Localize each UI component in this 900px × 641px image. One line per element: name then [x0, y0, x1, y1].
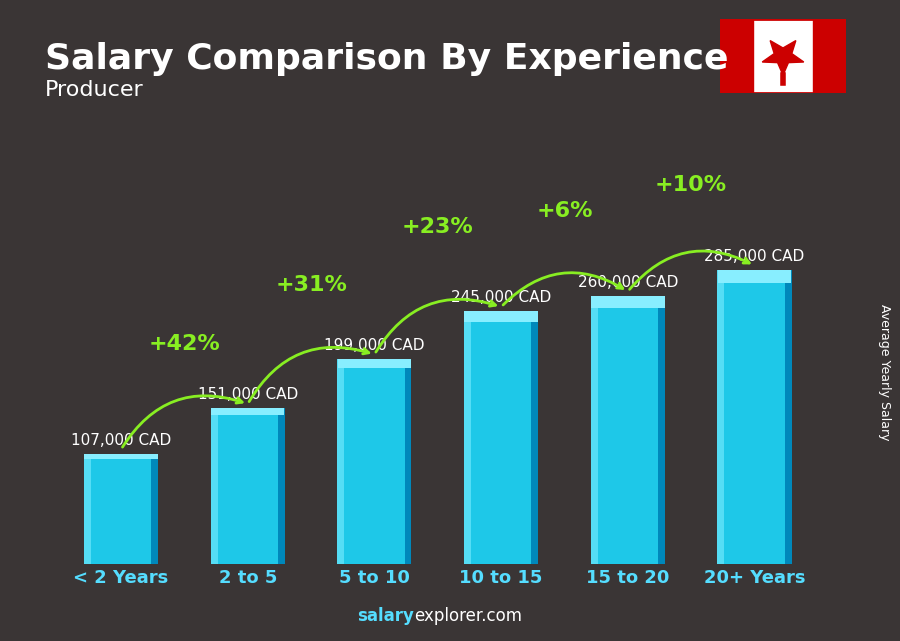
Text: +10%: +10% [655, 176, 727, 196]
Bar [717, 270, 725, 564]
Text: 260,000 CAD: 260,000 CAD [578, 275, 678, 290]
Bar [278, 408, 284, 564]
Bar [531, 311, 538, 564]
Bar [151, 454, 158, 564]
Bar [720, 19, 752, 93]
Text: +6%: +6% [536, 201, 593, 221]
Bar [85, 454, 158, 458]
Text: +42%: +42% [148, 335, 220, 354]
Bar [718, 270, 791, 564]
Text: 199,000 CAD: 199,000 CAD [324, 338, 425, 353]
Bar [658, 296, 665, 564]
Bar [590, 296, 598, 564]
Bar [464, 311, 538, 322]
Text: Salary Comparison By Experience: Salary Comparison By Experience [45, 42, 728, 76]
Bar [85, 454, 158, 564]
Bar [591, 296, 664, 564]
Text: +23%: +23% [402, 217, 473, 237]
Bar [718, 270, 791, 283]
Bar [211, 408, 218, 564]
Text: Producer: Producer [45, 80, 144, 100]
Text: salary: salary [357, 607, 414, 625]
Bar [591, 296, 664, 308]
Text: 151,000 CAD: 151,000 CAD [198, 387, 298, 403]
Bar [84, 454, 91, 564]
Text: 285,000 CAD: 285,000 CAD [705, 249, 805, 264]
Bar [211, 408, 284, 415]
Text: 107,000 CAD: 107,000 CAD [71, 433, 171, 448]
Polygon shape [762, 40, 804, 75]
Bar [211, 408, 284, 564]
Bar [338, 358, 411, 564]
Bar [464, 311, 471, 564]
Text: +31%: +31% [275, 274, 347, 294]
Bar [464, 311, 538, 564]
Bar [785, 270, 792, 564]
Text: 245,000 CAD: 245,000 CAD [451, 290, 551, 305]
Text: explorer.com: explorer.com [414, 607, 522, 625]
Bar [338, 358, 411, 368]
Bar [338, 358, 345, 564]
Text: Average Yearly Salary: Average Yearly Salary [878, 304, 890, 440]
Bar [814, 19, 846, 93]
Bar [404, 358, 411, 564]
